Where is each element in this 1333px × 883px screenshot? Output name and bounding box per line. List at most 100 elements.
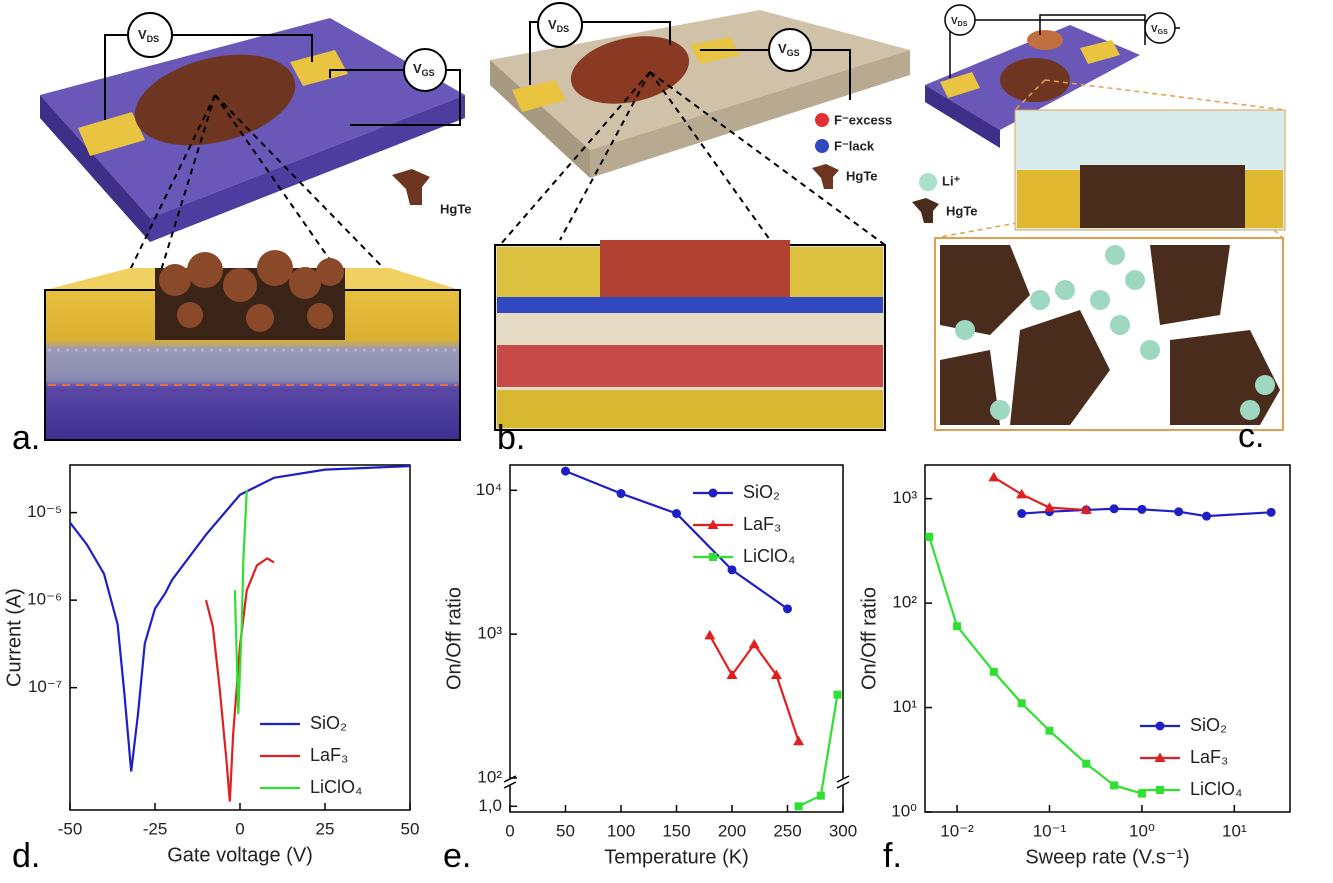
x-tick-label: 300	[829, 821, 857, 840]
ion	[1140, 340, 1160, 360]
ion	[1125, 270, 1145, 290]
axis-break	[504, 779, 516, 785]
sub: GS	[1158, 29, 1168, 36]
x-tick-label: 10⁰	[1129, 821, 1155, 840]
point	[672, 509, 681, 519]
point	[1202, 511, 1212, 521]
v: V	[413, 61, 422, 76]
y-tick-label: 1,0	[478, 796, 502, 815]
point	[1016, 488, 1028, 499]
x-tick-label: 10⁻²	[940, 821, 974, 840]
x-tick-label: 150	[662, 821, 690, 840]
f-lack-icon	[815, 139, 829, 153]
legend-marker	[708, 488, 718, 498]
vgs-label: VGS	[778, 41, 800, 58]
zoom-line	[934, 79, 1286, 239]
illustration-c: VDS VGS Li⁺ HgTe	[912, 4, 1286, 431]
v: V	[1151, 24, 1158, 35]
x-tick-label: 250	[773, 821, 801, 840]
nc	[289, 267, 321, 299]
point	[1109, 504, 1119, 514]
ion	[1110, 315, 1130, 335]
li-icon	[919, 173, 937, 191]
point	[953, 622, 962, 631]
panel-label: a.	[12, 419, 40, 457]
plot-frame	[924, 464, 1291, 813]
meter	[1144, 12, 1176, 44]
point	[1110, 781, 1119, 790]
point	[989, 667, 998, 676]
point	[1137, 789, 1146, 798]
x-tick-label: 50	[556, 821, 575, 840]
ion	[990, 400, 1010, 420]
vds-label: VDS	[548, 17, 569, 34]
x-axis-title: Sweep rate (V.s⁻¹)	[1025, 846, 1189, 868]
point	[1017, 699, 1026, 708]
ion	[955, 320, 975, 340]
point	[783, 604, 792, 614]
series-line	[928, 536, 1143, 795]
series-line	[1021, 507, 1272, 518]
hgte-icon	[392, 169, 430, 205]
nc	[940, 350, 1000, 425]
point	[727, 565, 737, 575]
y-axis-title: On/Off ratio	[858, 587, 880, 690]
point	[1174, 507, 1184, 517]
legend-label: LiClO₄	[743, 546, 795, 566]
y-tick-label: 10²	[892, 593, 917, 612]
panel-label: f.	[883, 837, 902, 875]
x-tick-label: -25	[143, 819, 168, 838]
point	[793, 735, 805, 746]
species-label: Li⁺	[942, 173, 961, 188]
nc	[940, 245, 1030, 335]
point	[561, 466, 570, 476]
panel-label: e.	[443, 837, 471, 875]
point	[726, 669, 738, 680]
legend-marker	[1154, 752, 1166, 762]
sub: DS	[147, 34, 160, 44]
x-tick-label: 0	[505, 821, 514, 840]
y-tick-label: 10⁻⁵	[27, 502, 62, 521]
x-tick-label: 200	[718, 821, 746, 840]
meter	[127, 12, 173, 58]
panel-label: c.	[1238, 417, 1264, 455]
point	[988, 471, 1000, 482]
nanocrystals	[940, 245, 1280, 425]
wire	[529, 21, 851, 100]
series-line	[708, 634, 800, 742]
f-excess-icon	[815, 113, 829, 127]
series-line	[69, 465, 411, 772]
nc	[307, 303, 333, 329]
y-tick-label: 10⁻⁷	[28, 677, 62, 696]
electrode	[290, 50, 348, 86]
legend-marker	[707, 519, 719, 529]
electrolyte-drop	[1027, 30, 1063, 50]
point	[1082, 759, 1091, 768]
substrate-side	[590, 50, 910, 178]
y-tick-label: 10³	[477, 624, 502, 643]
vds-label: VDS	[138, 27, 159, 44]
li-ions	[955, 245, 1275, 420]
x-tick-label: 0	[235, 819, 244, 838]
panel-label: b.	[497, 419, 525, 457]
sub: DS	[958, 21, 968, 28]
x-tick-label: 50	[401, 819, 420, 838]
legend-label: LaF₃	[310, 745, 348, 765]
v: V	[951, 16, 958, 27]
ion	[1030, 290, 1050, 310]
vgs-label: VGS	[413, 61, 435, 78]
electrode	[512, 80, 566, 112]
legend-label: SiO₂	[310, 713, 347, 733]
hgte-icon	[812, 164, 839, 189]
y-tick-label: 10⁻⁶	[27, 590, 62, 609]
point	[925, 532, 934, 541]
channel	[1080, 165, 1245, 228]
ion	[1055, 280, 1075, 300]
hgte-film	[1000, 58, 1070, 102]
hgte-icon	[912, 198, 939, 223]
legend-label: LaF₃	[1190, 747, 1228, 767]
meter	[768, 28, 812, 72]
meter	[403, 48, 447, 92]
point	[1266, 507, 1276, 517]
